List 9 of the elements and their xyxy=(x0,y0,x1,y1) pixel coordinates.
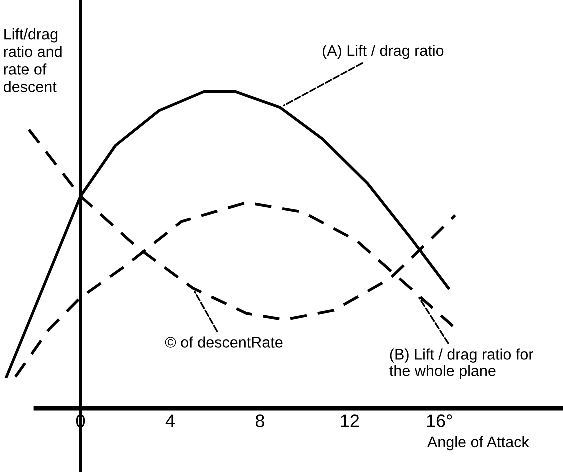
annotation: © of descentRate xyxy=(165,336,283,348)
annotation: (B) Lift / drag ratio for the whole plane xyxy=(390,348,534,380)
x-axis-title: Angle of Attack xyxy=(427,436,530,451)
y-axis-title: Lift/drag ratio and rate of descent xyxy=(4,28,62,92)
x-tick-label: 12 xyxy=(341,414,360,428)
x-tick-label: 4 xyxy=(166,414,175,428)
x-tick-label: 16° xyxy=(427,414,452,428)
annotation: (A) Lift / drag ratio xyxy=(322,45,444,60)
x-tick-label: 8 xyxy=(256,414,264,428)
